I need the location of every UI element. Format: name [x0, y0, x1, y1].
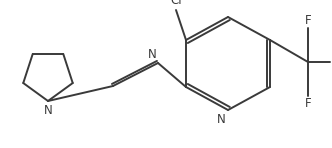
Text: F: F [305, 14, 311, 27]
Text: Cl: Cl [170, 0, 182, 7]
Text: N: N [217, 113, 226, 126]
Text: F: F [305, 97, 311, 110]
Text: N: N [43, 104, 52, 117]
Text: N: N [148, 48, 157, 61]
